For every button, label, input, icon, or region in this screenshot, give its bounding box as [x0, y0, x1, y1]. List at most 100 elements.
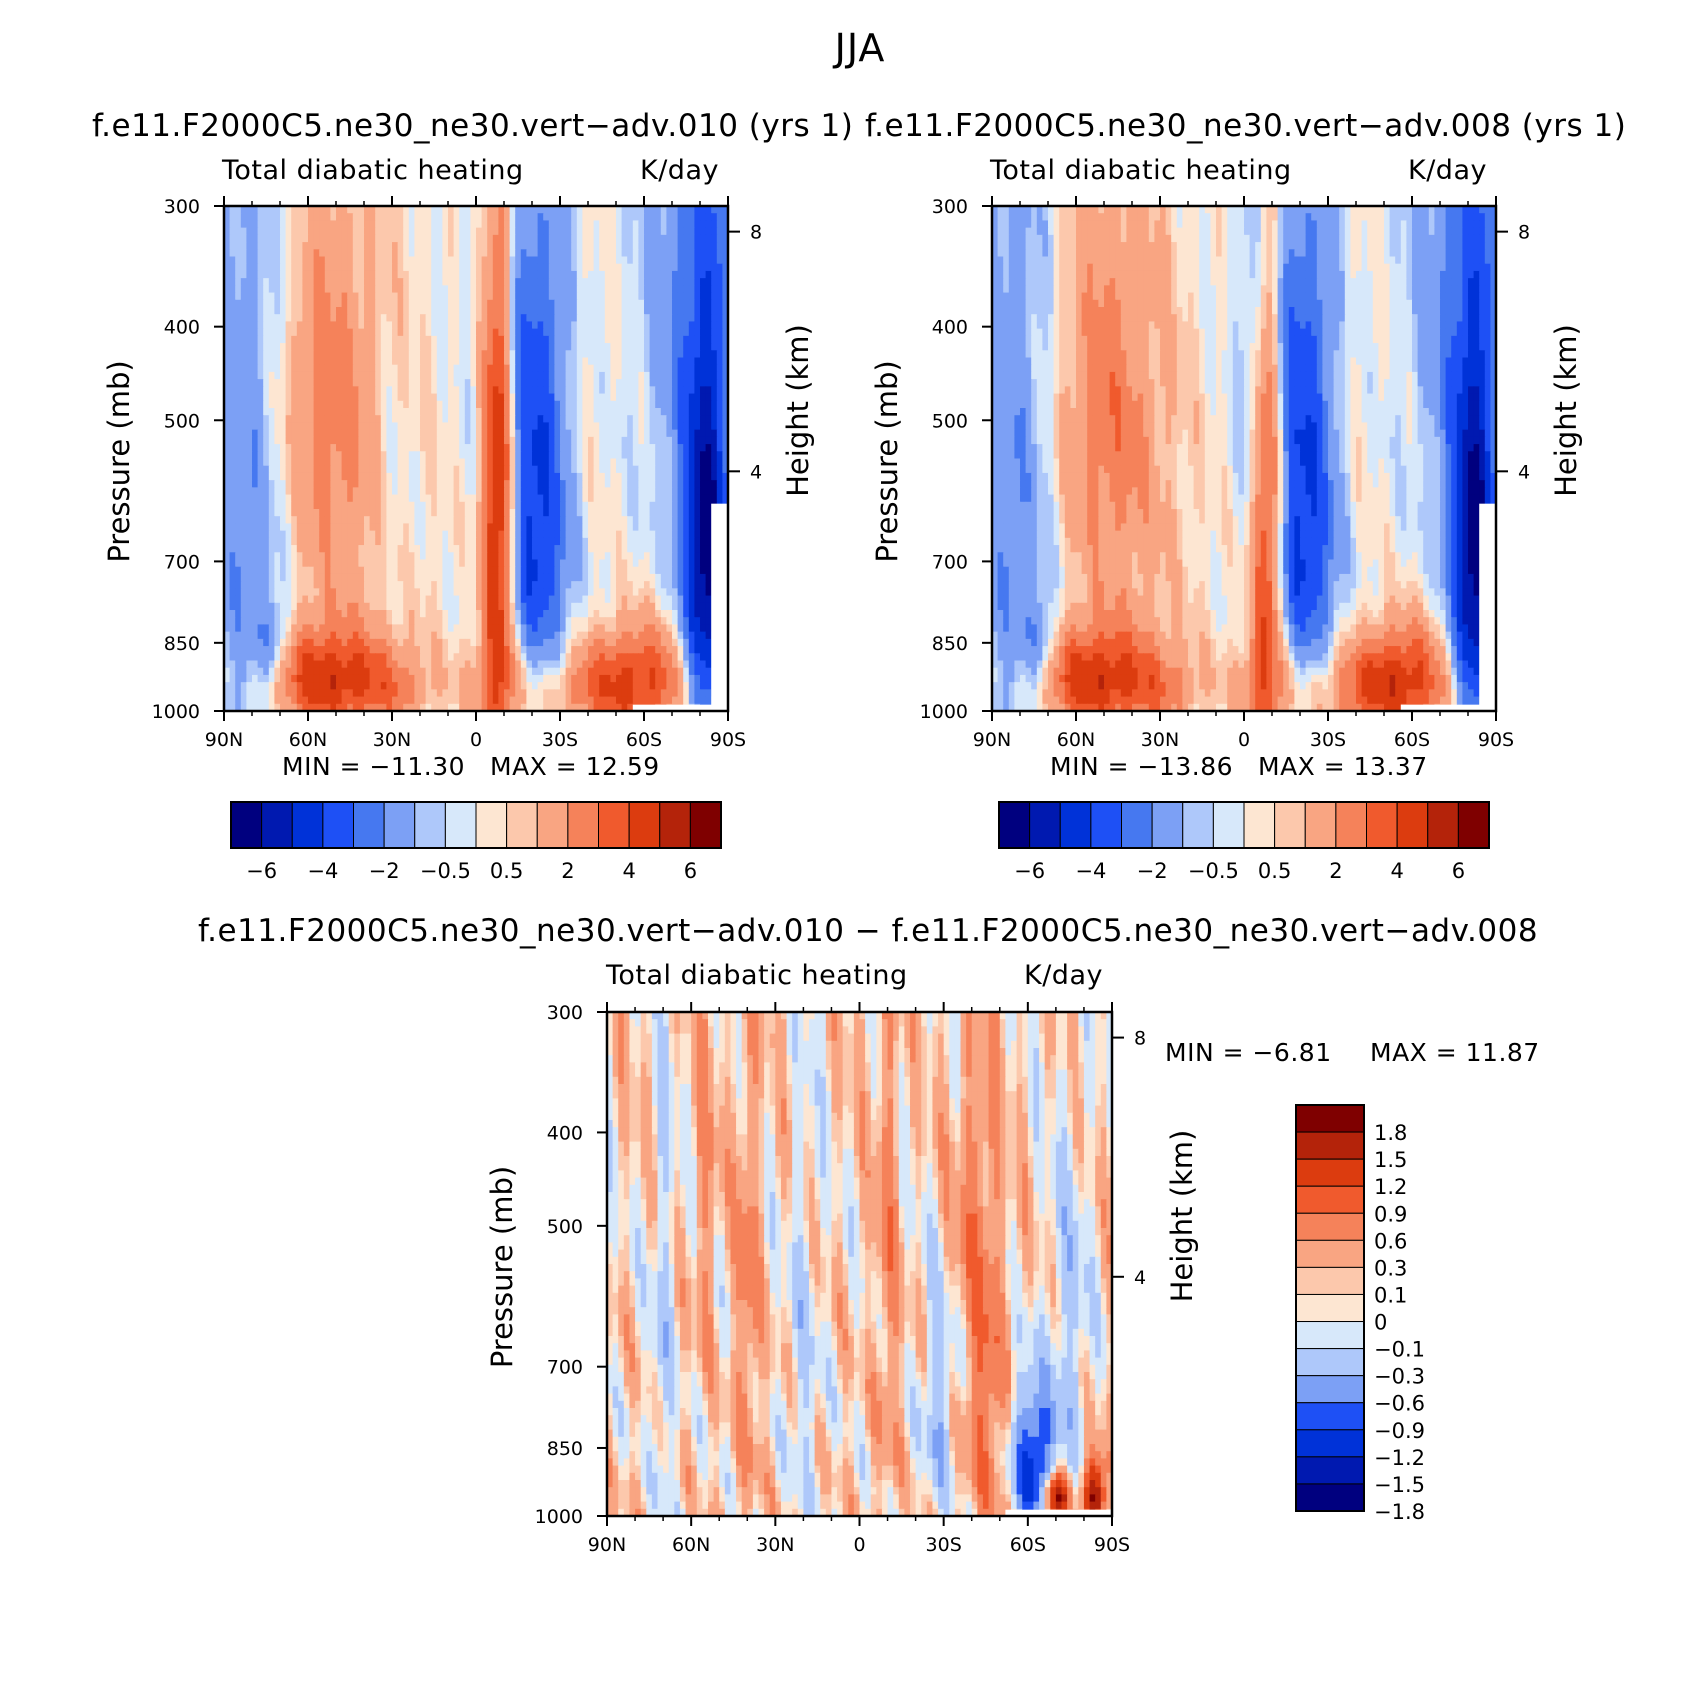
panel-008-colorbar-label: 0.5	[1258, 859, 1291, 883]
panel-010-xtick-label: 90S	[710, 729, 746, 751]
panel-008-colorbar-box	[1059, 801, 1092, 849]
panel-008-xtick-label: 30S	[1310, 729, 1346, 751]
panel-008-colorbar-box	[1396, 801, 1429, 849]
panel-008-y2tick-label: 8	[1518, 222, 1530, 244]
panel-010-colorbar-label: −4	[307, 859, 338, 883]
panel-010-ytick-label: 400	[164, 317, 200, 339]
panel-diff-ytick-label: 1000	[535, 1506, 583, 1528]
panel-008-title: f.e11.F2000C5.ne30_ne30.vert−adv.008 (yr…	[865, 108, 1627, 144]
panel-008-colorbar-box	[1274, 801, 1306, 849]
panel-008-colorbar-box	[1090, 801, 1122, 849]
panel-diff-plot	[607, 1012, 1113, 1517]
panel-010-max: MAX = 12.59	[490, 752, 660, 781]
panel-008-ytick-label: 500	[932, 410, 968, 432]
panel-008-ytick-label: 1000	[920, 701, 968, 723]
panel-diff-colorbar-label: −0.3	[1374, 1365, 1425, 1389]
panel-diff-colorbar-box	[1295, 1266, 1365, 1295]
panel-010-colorbar-box	[598, 801, 630, 849]
panel-010-y2tick-label: 8	[750, 222, 762, 244]
panel-008-colorbar	[998, 801, 1490, 849]
panel-diff-colorbar-label: 0.1	[1374, 1283, 1407, 1307]
panel-diff-xtick-label: 30S	[926, 1534, 962, 1556]
panel-008-xtick-label: 90N	[973, 729, 1011, 751]
panel-008-subtitle-left: Total diabatic heating	[990, 155, 1292, 186]
panel-010-colorbar-box	[659, 801, 691, 849]
panel-diff-missing-mask	[1005, 1509, 1112, 1517]
panel-010-colorbar-box	[414, 801, 446, 849]
panel-010-colorbar-box	[689, 801, 722, 849]
panel-010-colorbar-box	[506, 801, 538, 849]
panel-010-missing-mask	[632, 704, 728, 712]
panel-diff-max: MAX = 11.87	[1370, 1038, 1540, 1067]
panel-008-xtick-label: 60N	[1057, 729, 1095, 751]
panel-008-min: MIN = −13.86	[1050, 752, 1234, 781]
panel-diff-title: f.e11.F2000C5.ne30_ne30.vert−adv.010 − f…	[198, 913, 1539, 949]
panel-010-missing-mask-edge	[711, 503, 728, 711]
panel-diff-colorbar-box	[1295, 1131, 1365, 1160]
panel-008-xtick-label: 0	[1238, 729, 1250, 751]
panel-008-ytick-label: 850	[932, 633, 968, 655]
panel-diff-colorbar-label: −0.1	[1374, 1338, 1425, 1362]
panel-008-missing-mask	[1400, 704, 1496, 712]
panel-008-colorbar-box	[1366, 801, 1398, 849]
panel-diff-colorbar-label: 0	[1374, 1311, 1387, 1335]
panel-008-ylabel: Pressure (mb)	[870, 360, 904, 562]
panel-diff-colorbar-label: −1.2	[1374, 1446, 1425, 1470]
panel-diff-y2label: Height (km)	[1165, 1130, 1199, 1303]
panel-008-ytick-label: 300	[932, 196, 968, 218]
panel-diff-colorbar-box	[1295, 1239, 1365, 1268]
panel-010-xtick-label: 30N	[373, 729, 411, 751]
panel-diff-xtick-label: 60N	[672, 1534, 710, 1556]
panel-008-xtick-label: 90S	[1478, 729, 1514, 751]
panel-010-colorbar-box	[230, 801, 263, 849]
panel-010-colorbar-label: −2	[369, 859, 400, 883]
panel-010-plot	[224, 206, 729, 712]
panel-diff-xtick-label: 0	[853, 1534, 865, 1556]
panel-008-y2tick-label: 4	[1518, 461, 1530, 483]
panel-diff-colorbar-label: 1.8	[1374, 1121, 1407, 1145]
panel-008-colorbar-box	[1151, 801, 1184, 849]
panel-diff-y2tick-label: 8	[1134, 1028, 1146, 1050]
panel-010-colorbar-box	[291, 801, 324, 849]
panel-diff-colorbar-frame	[1295, 1104, 1365, 1512]
panel-diff-xtick-label: 60S	[1010, 1534, 1046, 1556]
panel-diff-xtick-label: 90S	[1094, 1534, 1130, 1556]
panel-008-colorbar-label: 6	[1452, 859, 1465, 883]
panel-010-ytick-label: 700	[164, 551, 200, 573]
panel-diff-xtick-label: 90N	[588, 1534, 626, 1556]
panel-diff-colorbar-label: −1.5	[1374, 1473, 1425, 1497]
panel-diff-colorbar-box	[1295, 1348, 1365, 1377]
panel-008-colorbar-box	[998, 801, 1031, 849]
panel-diff-colorbar-label: −1.8	[1374, 1500, 1425, 1524]
panel-diff-colorbar	[1295, 1104, 1365, 1512]
panel-010-colorbar-box	[536, 801, 569, 849]
panel-010-xtick-label: 60S	[626, 729, 662, 751]
panel-008-colorbar-label: 2	[1329, 859, 1342, 883]
panel-008-colorbar-box	[1121, 801, 1153, 849]
panel-008-y2label: Height (km)	[1549, 324, 1583, 497]
panel-008-colorbar-label: −2	[1137, 859, 1168, 883]
panel-diff-ytick-label: 400	[547, 1122, 583, 1144]
panel-010-colorbar-label: −0.5	[420, 859, 471, 883]
panel-010-colorbar-box	[475, 801, 508, 849]
panel-diff-colorbar-box	[1295, 1104, 1365, 1133]
panel-010-colorbar-label: 0.5	[490, 859, 523, 883]
panel-diff-colorbar-label: −0.6	[1374, 1392, 1425, 1416]
panel-diff-xtick-label: 30N	[756, 1534, 794, 1556]
panel-008-max: MAX = 13.37	[1258, 752, 1428, 781]
panel-010-ytick-label: 300	[164, 196, 200, 218]
panel-008-colorbar-box	[1457, 801, 1490, 849]
panel-diff-ytick-label: 500	[547, 1216, 583, 1238]
panel-008-colorbar-label: −0.5	[1188, 859, 1239, 883]
panel-008-subtitle-right: K/day	[1408, 155, 1487, 186]
panel-diff-colorbar-box	[1295, 1321, 1365, 1350]
panel-010-colorbar-box	[353, 801, 385, 849]
panel-008-xtick-label: 60S	[1394, 729, 1430, 751]
panel-010-ytick-label: 850	[164, 633, 200, 655]
panel-diff-colorbar-label: 1.2	[1374, 1175, 1407, 1199]
panel-010-ytick-label: 1000	[152, 701, 200, 723]
panel-010-colorbar-box	[444, 801, 477, 849]
panel-diff-subtitle-left: Total diabatic heating	[606, 960, 908, 991]
panel-diff-colorbar-box	[1295, 1429, 1365, 1458]
